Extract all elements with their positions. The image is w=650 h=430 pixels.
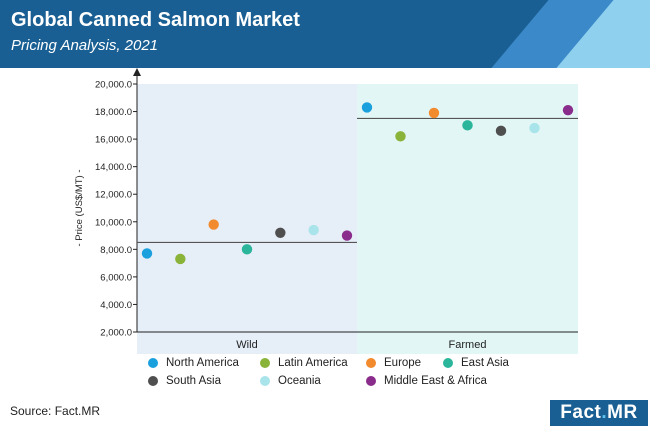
logo-dot: . xyxy=(601,402,608,423)
legend-item: Middle East & Africa xyxy=(366,375,487,387)
legend-swatch xyxy=(148,358,158,368)
point-latin-america-farmed xyxy=(395,131,406,142)
point-north-america-farmed xyxy=(361,102,373,113)
chart-subtitle: Pricing Analysis, 2021 xyxy=(11,37,159,54)
legend-label: Oceania xyxy=(278,375,321,387)
legend-label: South Asia xyxy=(166,375,221,387)
legend-item: North America xyxy=(148,357,239,369)
y-tick-label: 20,000.0 xyxy=(95,80,132,91)
y-tick-label: 4,000.0 xyxy=(100,300,132,311)
legend-label: East Asia xyxy=(461,357,509,369)
legend-label: Europe xyxy=(384,357,422,369)
y-axis-title: - Price (US$/MT) - xyxy=(74,169,85,246)
legend-swatch xyxy=(148,376,158,386)
point-oceania-wild xyxy=(308,224,319,236)
legend-label: Middle East & Africa xyxy=(384,375,487,387)
legend-swatch xyxy=(366,376,376,386)
y-tick-label: 2,000.0 xyxy=(100,328,132,339)
legend-swatch xyxy=(366,358,376,368)
category-label-wild: Wild xyxy=(236,339,257,351)
legend-label: North America xyxy=(166,357,239,369)
y-tick-label: 16,000.0 xyxy=(95,135,132,146)
y-tick-label: 6,000.0 xyxy=(100,272,132,283)
point-north-america-wild xyxy=(141,248,153,259)
legend-item: Oceania xyxy=(260,375,321,387)
source-note: Source: Fact.MR xyxy=(10,404,101,418)
point-middle-east-africa-farmed xyxy=(562,104,574,116)
legend-swatch xyxy=(260,376,270,386)
y-tick-label: 8,000.0 xyxy=(100,245,132,256)
point-latin-america-wild xyxy=(175,253,186,265)
point-europe-wild xyxy=(208,219,219,230)
legend-label: Latin America xyxy=(278,357,348,369)
chart-title: Global Canned Salmon Market xyxy=(11,9,300,31)
logo-text-right: MR xyxy=(607,402,638,423)
legend-item: Europe xyxy=(366,357,421,369)
factmr-logo: Fact.MR xyxy=(550,400,648,426)
scatter-chart: 2,000.0 4,000.0 6,000.0 8,000.0 10,000.0 12,0… xyxy=(74,68,578,354)
category-label-farmed: Farmed xyxy=(449,339,487,351)
y-axis-arrow xyxy=(133,68,141,76)
header-banner: Global Canned Salmon Market Pricing Anal… xyxy=(0,0,650,68)
legend-swatch xyxy=(443,358,453,368)
y-tick-label: 10,000.0 xyxy=(95,217,132,228)
y-tick-label: 18,000.0 xyxy=(95,107,132,118)
y-tick-label: 14,000.0 xyxy=(95,162,132,173)
legend-swatch xyxy=(260,358,270,368)
y-tick-label: 12,000.0 xyxy=(95,190,132,201)
legend-item: South Asia xyxy=(148,375,221,387)
point-east-asia-wild xyxy=(241,244,253,255)
point-oceania-farmed xyxy=(529,122,540,134)
legend-item: Latin America xyxy=(260,357,348,369)
point-south-asia-wild xyxy=(275,227,286,238)
legend-item: East Asia xyxy=(443,357,509,369)
wild-region-background xyxy=(137,84,357,354)
logo-text-left: Fact xyxy=(560,402,602,423)
point-middle-east-africa-wild xyxy=(341,230,353,241)
point-east-asia-farmed xyxy=(462,120,473,131)
point-europe-farmed xyxy=(428,107,440,119)
point-south-asia-farmed xyxy=(495,125,507,137)
